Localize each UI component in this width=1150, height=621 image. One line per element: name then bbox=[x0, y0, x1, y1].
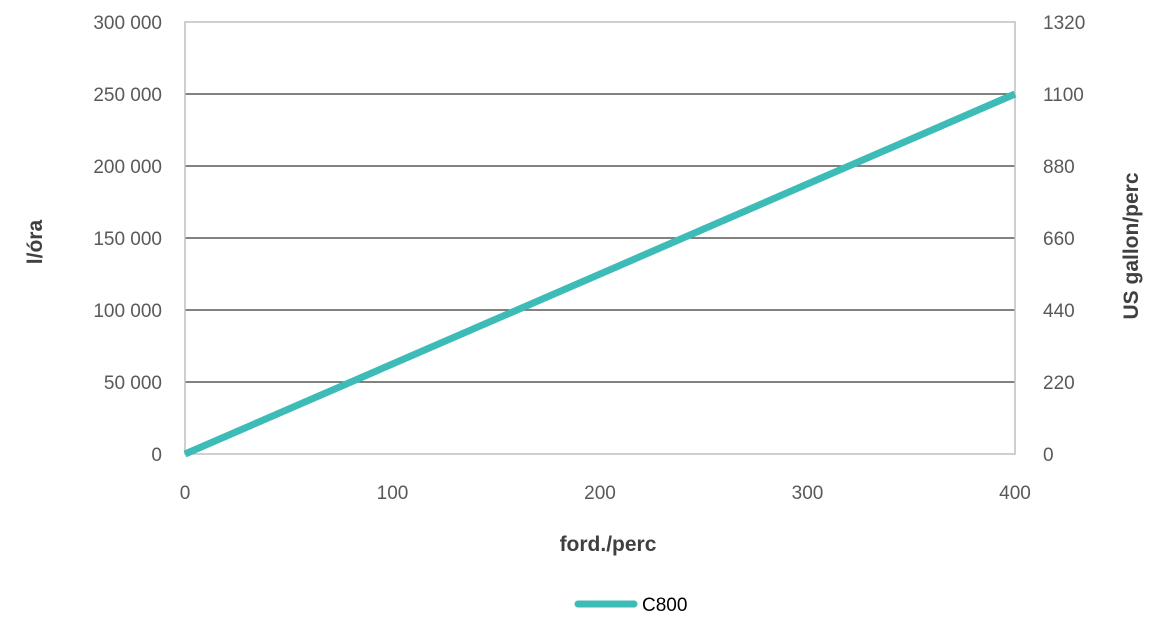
plot-area-border bbox=[184, 21, 1016, 455]
y2-tick-label: 1100 bbox=[1043, 85, 1084, 106]
y2-tick-label: 660 bbox=[1043, 229, 1075, 250]
y2-axis-title: US gallon/perc bbox=[1120, 172, 1143, 319]
y-tick-label: 50 000 bbox=[104, 373, 162, 394]
x-tick-label: 300 bbox=[792, 483, 824, 504]
x-tick-label: 400 bbox=[999, 483, 1031, 504]
x-tick-label: 100 bbox=[377, 483, 409, 504]
series-line-c800 bbox=[183, 90, 1017, 458]
y2-tick-label: 220 bbox=[1043, 373, 1075, 394]
plot-frame bbox=[184, 21, 1016, 455]
y-tick-label: 0 bbox=[151, 445, 162, 466]
y-tick-label: 300 000 bbox=[93, 13, 162, 34]
legend-label: C800 bbox=[642, 595, 687, 616]
series-lines bbox=[183, 90, 1017, 458]
x-axis-ticks: 0 100 200 300 400 bbox=[180, 483, 1031, 504]
x-tick-label: 0 bbox=[180, 483, 191, 504]
y-tick-label: 250 000 bbox=[93, 85, 162, 106]
y2-axis-ticks: 0 220 440 660 880 1100 1320 bbox=[1043, 13, 1085, 466]
legend: C800 bbox=[574, 595, 687, 616]
y2-tick-label: 440 bbox=[1043, 301, 1075, 322]
y2-tick-label: 1320 bbox=[1043, 13, 1085, 34]
y2-tick-label: 0 bbox=[1043, 445, 1054, 466]
y-axis-ticks: 0 50 000 100 000 150 000 200 000 250 000 300 0… bbox=[93, 13, 162, 466]
y-tick-label: 150 000 bbox=[93, 229, 162, 250]
y-axis-title: l/óra bbox=[24, 220, 47, 265]
y2-tick-label: 880 bbox=[1043, 157, 1075, 178]
x-axis-title: ford./perc bbox=[560, 533, 657, 556]
gridlines bbox=[185, 93, 1015, 383]
x-tick-label: 200 bbox=[584, 483, 616, 504]
y-tick-label: 100 000 bbox=[93, 301, 162, 322]
y-tick-label: 200 000 bbox=[93, 157, 162, 178]
